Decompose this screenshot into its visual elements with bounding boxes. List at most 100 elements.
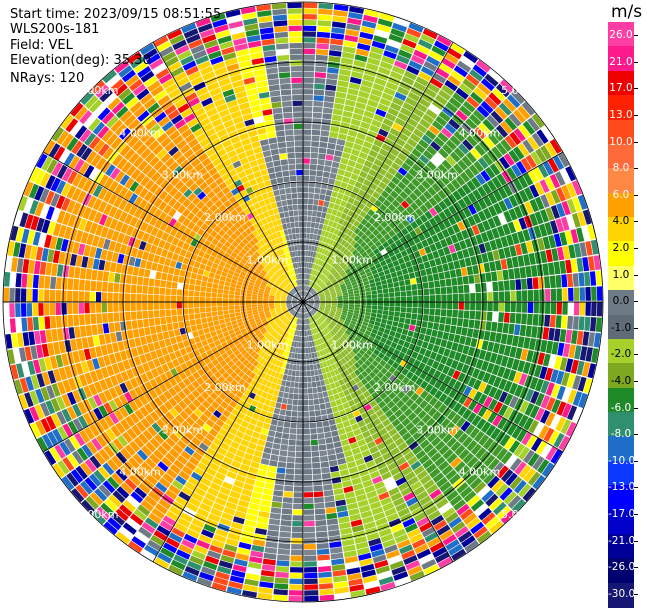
velocity-gate bbox=[292, 411, 298, 417]
velocity-gate bbox=[224, 286, 230, 291]
velocity-gate bbox=[294, 481, 303, 486]
velocity-gate bbox=[317, 427, 324, 433]
velocity-gate bbox=[303, 222, 307, 227]
velocity-gate bbox=[285, 474, 294, 480]
velocity-gate bbox=[571, 330, 578, 344]
velocity-gate bbox=[126, 275, 132, 284]
velocity-gate bbox=[259, 581, 273, 588]
velocity-gate bbox=[40, 330, 47, 343]
velocity-gate bbox=[446, 286, 452, 293]
velocity-gate bbox=[212, 283, 218, 288]
velocity-gate bbox=[196, 274, 202, 280]
velocity-gate bbox=[263, 304, 268, 306]
velocity-gate bbox=[467, 328, 474, 337]
velocity-gate bbox=[181, 264, 188, 271]
velocity-gate bbox=[304, 527, 315, 533]
velocity-gate bbox=[172, 316, 178, 323]
velocity-gate bbox=[151, 334, 158, 342]
velocity-gate bbox=[303, 365, 306, 370]
velocity-gate bbox=[195, 313, 201, 319]
velocity-gate bbox=[464, 302, 469, 310]
velocity-gate bbox=[313, 393, 318, 399]
velocity-gate bbox=[311, 370, 315, 376]
velocity-gate bbox=[402, 268, 408, 274]
velocity-gate bbox=[307, 365, 311, 370]
velocity-gate bbox=[333, 570, 347, 577]
velocity-gate bbox=[307, 228, 311, 233]
velocity-gate bbox=[202, 323, 208, 329]
velocity-gate bbox=[310, 159, 317, 165]
velocity-gate bbox=[422, 321, 428, 328]
velocity-gate bbox=[578, 273, 584, 287]
velocity-gate bbox=[174, 268, 181, 275]
velocity-gate bbox=[293, 400, 298, 406]
velocity-gate bbox=[287, 399, 292, 405]
velocity-gate bbox=[444, 271, 450, 279]
velocity-gate bbox=[281, 520, 292, 526]
velocity-gate bbox=[293, 510, 303, 515]
velocity-gate bbox=[211, 307, 217, 312]
velocity-gate bbox=[577, 331, 584, 345]
velocity-gate bbox=[372, 294, 377, 298]
velocity-gate bbox=[91, 314, 97, 325]
velocity-gate bbox=[102, 292, 107, 302]
velocity-gate bbox=[321, 467, 330, 473]
velocity-gate bbox=[154, 295, 159, 302]
velocity-gate bbox=[424, 335, 431, 342]
velocity-gate bbox=[435, 258, 442, 266]
velocity-gate bbox=[79, 314, 85, 325]
velocity-gate bbox=[73, 291, 79, 302]
velocity-gate bbox=[304, 573, 317, 579]
velocity-gate bbox=[289, 579, 303, 585]
velocity-gate bbox=[318, 20, 332, 26]
velocity-gate bbox=[200, 292, 206, 297]
velocity-gate bbox=[585, 287, 591, 301]
velocity-gate bbox=[213, 316, 219, 321]
velocity-gate bbox=[328, 202, 334, 208]
velocity-gate bbox=[303, 388, 307, 393]
velocity-gate bbox=[164, 338, 171, 346]
velocity-gate bbox=[582, 257, 589, 271]
velocity-gate bbox=[213, 320, 219, 325]
velocity-gate bbox=[310, 234, 314, 240]
velocity-gate bbox=[303, 49, 315, 55]
velocity-gate bbox=[335, 500, 346, 507]
velocity-gate bbox=[304, 538, 316, 544]
velocity-gate bbox=[317, 165, 324, 171]
velocity-gate bbox=[279, 537, 291, 543]
velocity-gate bbox=[303, 124, 312, 129]
velocity-gate bbox=[454, 260, 461, 269]
velocity-gate bbox=[177, 315, 183, 322]
velocity-gate bbox=[290, 567, 303, 573]
velocity-gate bbox=[129, 339, 136, 348]
velocity-gate bbox=[332, 436, 340, 443]
velocity-gate bbox=[299, 383, 303, 388]
velocity-gate bbox=[334, 488, 344, 495]
velocity-gate bbox=[159, 256, 166, 264]
velocity-gate bbox=[314, 95, 324, 101]
velocity-gate bbox=[67, 291, 73, 302]
velocity-gate bbox=[171, 296, 176, 302]
velocity-gate bbox=[132, 320, 138, 329]
velocity-gate bbox=[9, 288, 15, 302]
velocity-gate bbox=[333, 576, 347, 583]
velocity-gate bbox=[459, 336, 466, 345]
velocity-gate bbox=[50, 290, 56, 302]
velocity-gate bbox=[308, 394, 313, 400]
velocity-gate bbox=[322, 113, 332, 119]
velocity-gate bbox=[427, 322, 433, 329]
velocity-gate bbox=[304, 567, 317, 573]
velocity-gate bbox=[264, 547, 277, 554]
velocity-gate bbox=[335, 417, 342, 424]
velocity-gate bbox=[465, 257, 472, 266]
velocity-gate bbox=[79, 291, 84, 302]
velocity-gate bbox=[273, 595, 288, 601]
velocity-gate bbox=[310, 170, 317, 176]
velocity-gate bbox=[441, 287, 447, 294]
velocity-gate bbox=[303, 147, 311, 152]
velocity-gate bbox=[315, 520, 326, 526]
velocity-gate bbox=[493, 292, 499, 301]
velocity-gate bbox=[531, 326, 538, 338]
velocity-gate bbox=[387, 320, 393, 325]
velocity-gate bbox=[534, 302, 540, 313]
